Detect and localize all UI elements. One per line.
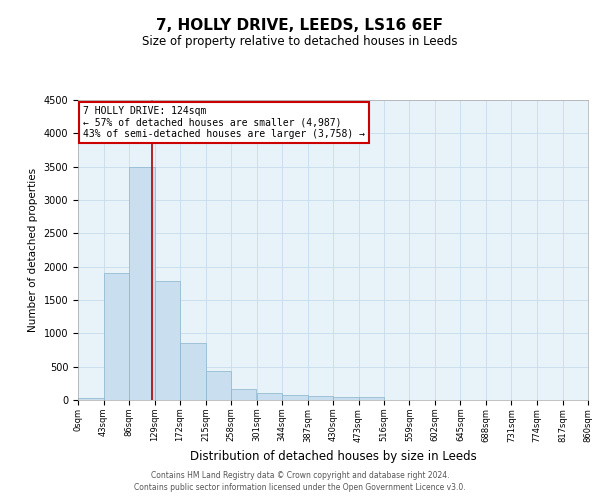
Bar [129, 166, 155, 400]
Y-axis label: Number of detached properties: Number of detached properties [28, 168, 38, 332]
Bar [231, 390, 256, 400]
Text: Contains HM Land Registry data © Crown copyright and database right 2024.
Contai: Contains HM Land Registry data © Crown c… [134, 471, 466, 492]
Text: 7 HOLLY DRIVE: 124sqm
← 57% of detached houses are smaller (4,987)
43% of semi-d: 7 HOLLY DRIVE: 124sqm ← 57% of detached … [83, 106, 365, 139]
Bar [359, 398, 384, 400]
Bar [257, 394, 282, 400]
Bar [205, 372, 231, 400]
Bar [104, 274, 129, 400]
Bar [308, 396, 333, 400]
X-axis label: Distribution of detached houses by size in Leeds: Distribution of detached houses by size … [190, 450, 476, 463]
Bar [333, 398, 359, 400]
Text: Size of property relative to detached houses in Leeds: Size of property relative to detached ho… [142, 35, 458, 48]
Bar [282, 394, 308, 400]
Text: 7, HOLLY DRIVE, LEEDS, LS16 6EF: 7, HOLLY DRIVE, LEEDS, LS16 6EF [157, 18, 443, 32]
Bar [180, 344, 205, 400]
Bar [78, 398, 104, 400]
Bar [155, 282, 180, 400]
